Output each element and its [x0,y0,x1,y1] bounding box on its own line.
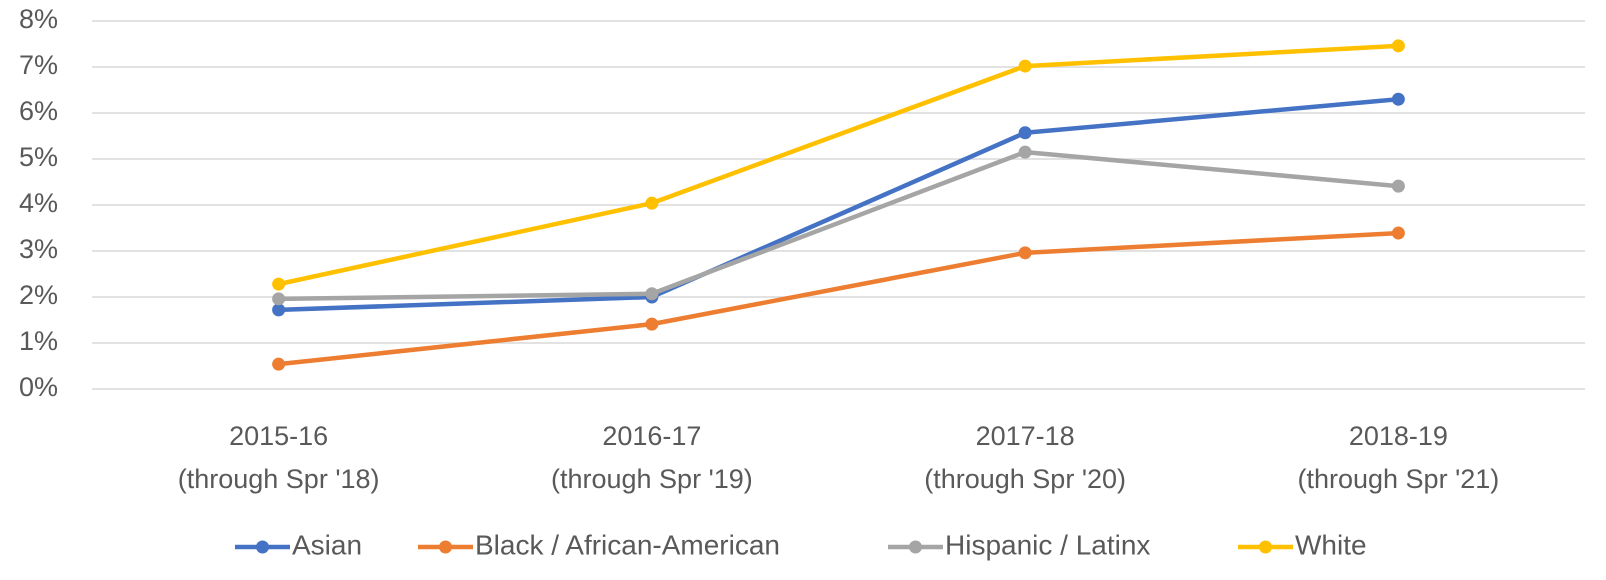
y-tick-label: 3% [19,234,58,264]
point [272,277,286,291]
y-tick-label: 6% [19,96,58,126]
point [1018,59,1032,73]
point [272,303,286,317]
point [1391,226,1405,240]
y-tick-label: 8% [19,4,58,34]
x-tick-label: (through Spr '21) [1297,464,1499,494]
y-tick-label: 5% [19,142,58,172]
legend-label: Asian [292,529,362,560]
x-tick-label: (through Spr '19) [551,464,753,494]
x-tick-label: 2016-17 [602,421,701,451]
y-tick-label: 7% [19,50,58,80]
series-line [278,43,1399,287]
y-tick-label: 0% [19,372,58,402]
point [645,287,659,301]
x-tick-label: 2015-16 [229,421,328,451]
point [272,357,286,371]
legend-label: White [1295,529,1367,560]
point [1391,92,1405,106]
point [1391,179,1405,193]
x-tick-label: 2017-18 [976,421,1075,451]
series-line [278,230,1399,367]
legend-marker [256,540,269,554]
point [272,292,286,306]
legend-marker [439,540,452,554]
point [1018,246,1032,260]
x-tick-label: (through Spr '18) [178,464,380,494]
point [645,196,659,210]
legend-marker [909,540,922,554]
y-tick-label: 2% [19,280,58,310]
point [1391,39,1405,53]
legend-label: Black / African-American [475,529,780,560]
legend-marker [1259,540,1272,554]
point [1018,126,1032,140]
series-line [278,96,1399,313]
point [1018,145,1032,159]
y-tick-label: 1% [19,326,58,356]
series-line [278,149,1399,302]
point [645,317,659,331]
y-tick-label: 4% [19,188,58,218]
x-tick-label: 2018-19 [1349,421,1448,451]
legend-label: Hispanic / Latinx [945,529,1150,560]
x-tick-label: (through Spr '20) [924,464,1126,494]
